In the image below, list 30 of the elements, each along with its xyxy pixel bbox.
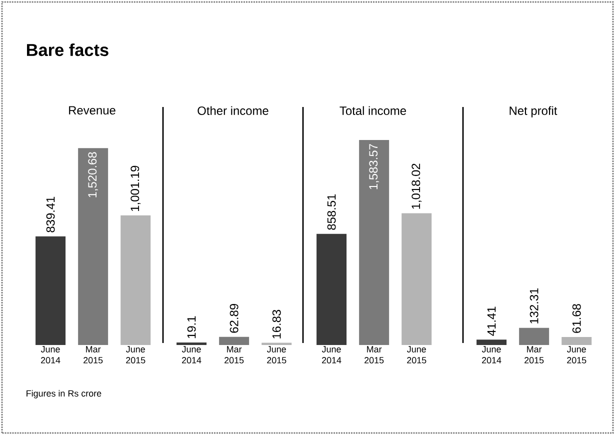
- data-label: 1,001.19: [130, 166, 141, 211]
- chart-subtitle: Total income: [340, 106, 406, 115]
- chart-subtitle: Revenue: [69, 106, 116, 115]
- data-label: 858.51: [327, 194, 336, 230]
- chart-subtitle: Other income: [198, 106, 268, 115]
- x-tick-label: June 2015: [567, 346, 586, 364]
- x-tick-label: June 2014: [482, 346, 502, 364]
- x-tick-label: Mar 2015: [524, 346, 544, 364]
- x-tick-label: June 2015: [267, 346, 286, 364]
- data-label: 16.83: [272, 310, 281, 338]
- x-tick-label: June 2014: [322, 346, 342, 364]
- x-tick-label: Mar 2015: [84, 346, 103, 364]
- text: Figures in Rs crore: [26, 390, 102, 398]
- data-label: 132.31: [530, 288, 538, 324]
- data-label: 61.68: [572, 304, 581, 333]
- x-tick-label: Mar 2015: [364, 346, 384, 364]
- chart-subtitle: Net profit: [510, 106, 558, 118]
- x-tick-label: June 2015: [407, 346, 426, 364]
- x-tick-label: June 2014: [182, 346, 202, 364]
- x-tick-label: June 2014: [40, 346, 60, 364]
- data-label: 19.1: [187, 316, 196, 338]
- data-label: 1,583.57: [369, 144, 380, 190]
- x-tick-label: Mar 2015: [224, 346, 244, 364]
- data-label: 1,520.68: [88, 152, 98, 198]
- data-label: 62.89: [230, 304, 238, 333]
- x-tick-label: June 2015: [126, 346, 146, 364]
- data-label: 41.41: [487, 306, 496, 336]
- chart-title: Bare facts: [27, 43, 108, 56]
- data-label: 839.41: [46, 196, 55, 232]
- data-label: 1,018.02: [412, 164, 422, 209]
